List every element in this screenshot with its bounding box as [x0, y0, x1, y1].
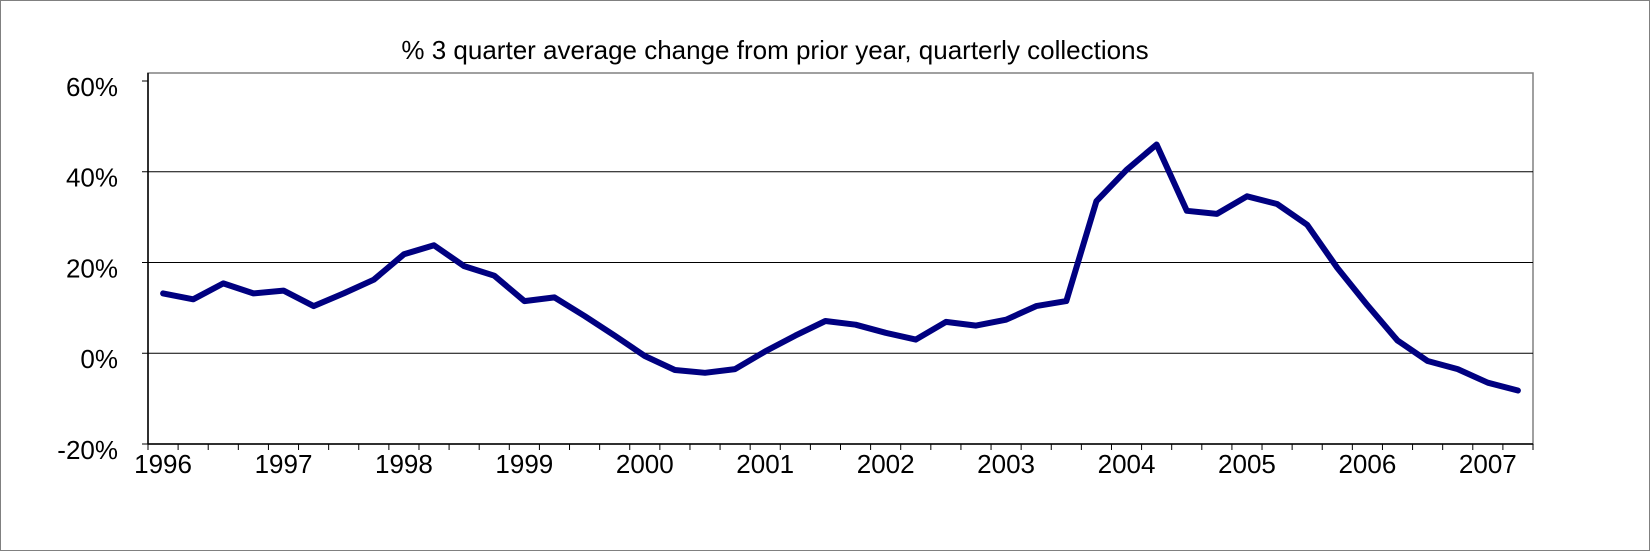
y-tick-label: 20%	[66, 253, 118, 283]
data-line	[160, 141, 1521, 394]
x-tick-label: 1996	[134, 449, 192, 479]
x-tick-label: 2006	[1338, 449, 1396, 479]
x-tick-label: 2007	[1459, 449, 1517, 479]
x-tick-label: 2001	[736, 449, 794, 479]
x-tick-label: 1999	[495, 449, 553, 479]
x-tick-label: 2005	[1218, 449, 1276, 479]
y-tick-label: 60%	[66, 72, 118, 102]
y-tick-label: -20%	[57, 435, 118, 465]
x-tick-label: 1997	[255, 449, 313, 479]
x-tick-label: 2002	[857, 449, 915, 479]
x-tick-label: 1998	[375, 449, 433, 479]
chart-title: % 3 quarter average change from prior ye…	[401, 35, 1148, 65]
x-tick-label: 2003	[977, 449, 1035, 479]
y-tick-label: 40%	[66, 163, 118, 193]
x-tick-label: 2004	[1098, 449, 1156, 479]
y-tick-label: 0%	[80, 344, 118, 374]
x-tick-label: 2000	[616, 449, 674, 479]
